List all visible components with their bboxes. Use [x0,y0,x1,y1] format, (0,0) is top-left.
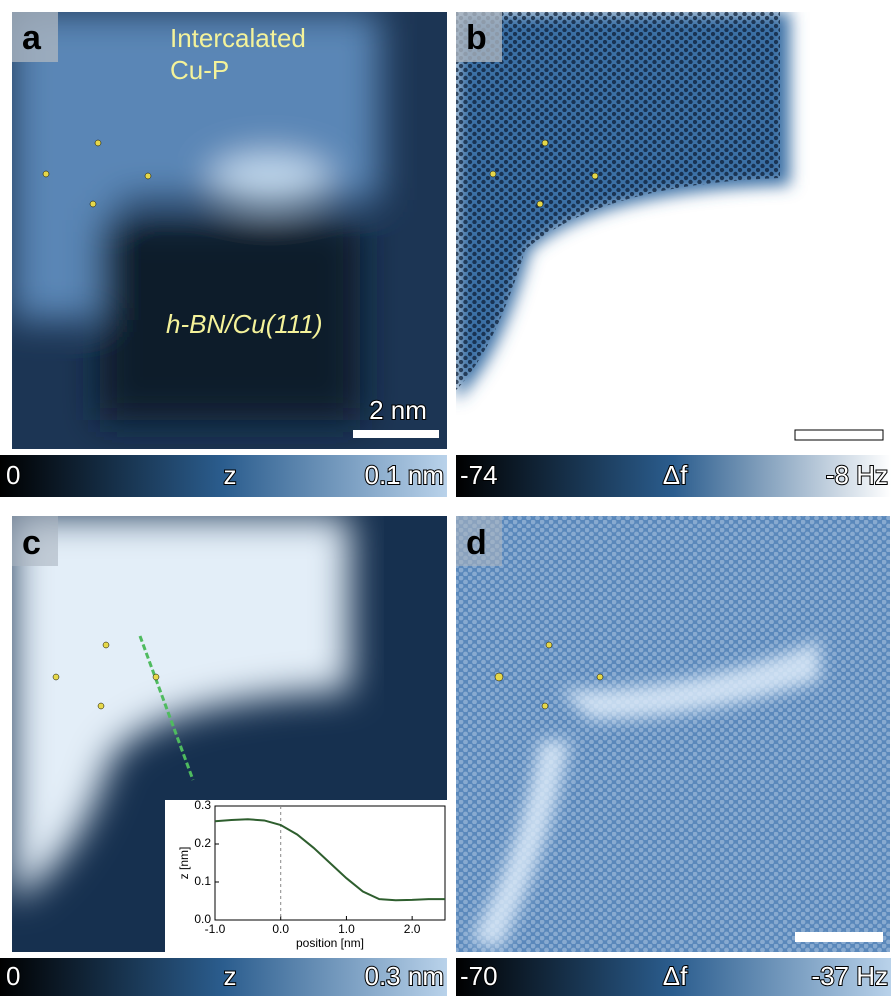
colorbar-quantity: z [224,961,237,991]
x-tick-label: 1.0 [338,922,355,936]
scale-bar [795,430,883,440]
x-tick-label: 0.0 [272,922,289,936]
colorbar-min: -70 [460,961,498,991]
scale-bar [353,430,439,438]
scale-bar-label: 2 nm [369,395,427,425]
page: a Intercalated Cu-P h-BN/Cu(111) 2 nm b … [0,0,891,996]
colorbar-min: 0 [6,460,20,490]
annotation: Cu-P [170,55,229,85]
colorbar-max: -37 Hz [811,961,888,991]
y-tick-label: 0.3 [194,798,211,812]
y-tick-label: 0.1 [194,874,211,888]
scale-bar [795,932,883,942]
colorbar-min: -74 [460,460,498,490]
x-axis-label: position [nm] [296,936,364,950]
y-tick-label: 0.0 [194,912,211,926]
annotation: h-BN/Cu(111) [166,309,323,339]
colorbar-quantity: Δf [663,460,688,490]
image-b [456,12,890,449]
figure: a Intercalated Cu-P h-BN/Cu(111) 2 nm b … [0,0,891,996]
panel-label: c [22,524,41,562]
colorbar-quantity: z [224,460,237,490]
y-tick-label: 0.2 [194,836,211,850]
colorbar-max: 0.3 nm [365,961,445,991]
y-axis-label: z [nm] [177,847,191,880]
image-d [456,516,890,952]
colorbar-max: 0.1 nm [365,460,445,490]
colorbar-quantity: Δf [663,961,688,991]
panel-label: a [22,19,42,57]
panel-label: d [466,524,487,562]
colorbar-min: 0 [6,961,20,991]
x-tick-label: 2.0 [404,922,421,936]
panel-label: b [466,19,487,57]
image-a [12,12,447,449]
colorbar-max: -8 Hz [826,460,888,490]
annotation: Intercalated [170,23,306,53]
